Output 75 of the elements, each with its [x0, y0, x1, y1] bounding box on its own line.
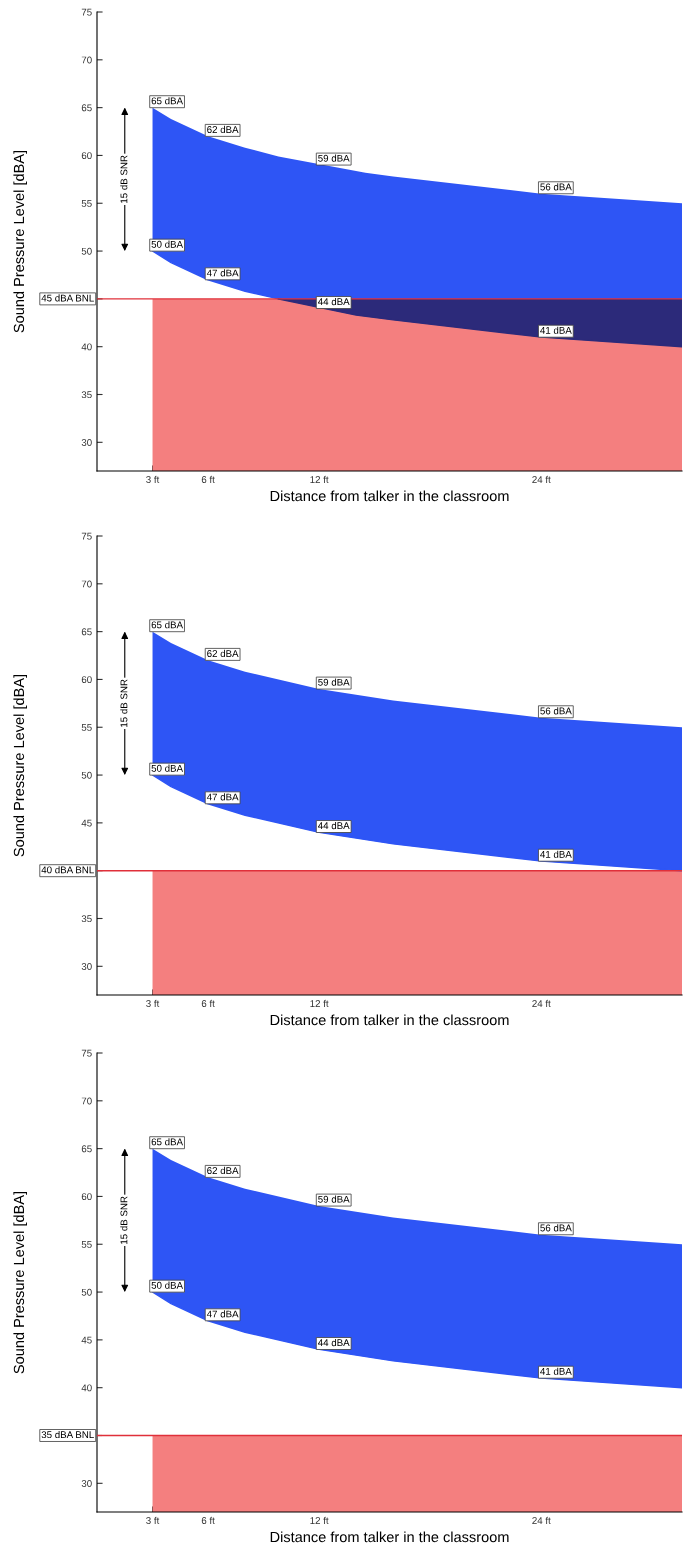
x-tick-label: 24 ft	[532, 999, 551, 1007]
x-axis-title: Distance from talker in the classroom	[270, 1014, 509, 1026]
annotation: 59 dBA	[318, 154, 350, 162]
annotation: 56 dBA	[540, 183, 572, 191]
x-tick-label: 12 ft	[310, 1516, 329, 1524]
y-tick-label: 70	[81, 580, 92, 588]
annotation: 65 dBA	[151, 621, 184, 629]
x-tick-label: 3 ft	[146, 999, 160, 1007]
y-tick-label: 60	[81, 152, 92, 160]
y-tick-label: 50	[81, 247, 92, 255]
y-tick-label: 30	[81, 963, 92, 970]
y-tick-label: 35	[81, 915, 92, 923]
y-axis-title: Sound Pressure Level [dBA]	[13, 674, 27, 857]
y-tick-label: 60	[81, 1193, 92, 1201]
y-tick-label: 75	[81, 532, 92, 540]
y-axis-title: Sound Pressure Level [dBA]	[13, 150, 27, 333]
annotation: 15 dB SNR	[120, 1196, 128, 1244]
y-tick-label: 45	[81, 1336, 92, 1344]
annotation: 47 dBA	[206, 793, 239, 801]
y-tick-label: 75	[81, 1049, 92, 1057]
y-tick-label: 60	[81, 676, 92, 684]
y-tick-label: 75	[81, 8, 92, 16]
y-tick-label: 35	[81, 391, 92, 399]
annotation: 41 dBA	[540, 1367, 572, 1375]
annotation: 65 dBA	[151, 97, 184, 105]
annotation: 59 dBA	[318, 1195, 350, 1203]
x-axis-title: Distance from talker in the classroom	[270, 490, 509, 502]
annotation: 56 dBA	[540, 707, 572, 715]
annotation: 56 dBA	[540, 1224, 572, 1232]
annotation: 44 dBA	[317, 297, 350, 306]
annotation: 15 dB SNR	[120, 155, 128, 203]
y-tick-label: 40	[81, 343, 92, 351]
annotation: 59 dBA	[318, 678, 350, 686]
ref-line-label: 35 dBA BNL	[41, 1430, 94, 1439]
annotation: 15 dB SNR	[120, 679, 128, 727]
annotation: 62 dBA	[207, 125, 239, 133]
y-axis-title: Sound Pressure Level [dBA]	[13, 1191, 27, 1374]
y-tick-label: 55	[81, 724, 92, 731]
annotation: 65 dBA	[151, 1138, 184, 1146]
ref-line-label: 40 dBA BNL	[41, 866, 94, 874]
x-tick-label: 12 ft	[310, 999, 329, 1007]
annotation: 50 dBA	[151, 764, 184, 772]
y-tick-label: 40	[81, 1384, 92, 1392]
y-tick-label: 55	[81, 200, 92, 207]
y-tick-label: 50	[81, 1288, 92, 1296]
y-tick-label: 65	[81, 104, 92, 112]
annotation: 44 dBA	[317, 1338, 350, 1347]
y-tick-label: 65	[81, 1145, 92, 1153]
annotation: 44 dBA	[317, 821, 350, 830]
y-tick-label: 30	[81, 1480, 92, 1487]
y-tick-label: 55	[81, 1241, 92, 1248]
annotation: 41 dBA	[540, 326, 572, 334]
x-tick-label: 3 ft	[146, 1516, 160, 1524]
x-axis-title: Distance from talker in the classroom	[270, 1531, 509, 1543]
x-tick-label: 24 ft	[532, 475, 551, 483]
ref-line-label: 45 dBA BNL	[41, 294, 94, 302]
y-tick-label: 30	[81, 439, 92, 446]
y-tick-label: 65	[81, 628, 92, 636]
annotation: 50 dBA	[151, 1281, 184, 1289]
y-tick-label: 70	[81, 1097, 92, 1105]
annotation: 50 dBA	[151, 240, 184, 248]
y-tick-label: 45	[81, 819, 92, 827]
x-tick-label: 6 ft	[201, 475, 215, 483]
x-tick-label: 24 ft	[532, 1516, 551, 1524]
annotation: 62 dBA	[207, 1166, 239, 1174]
annotation: 41 dBA	[540, 850, 572, 858]
x-tick-label: 12 ft	[310, 475, 329, 483]
annotation: 47 dBA	[206, 269, 239, 277]
annotation: 47 dBA	[206, 1310, 239, 1318]
annotation: 62 dBA	[207, 649, 239, 657]
x-tick-label: 3 ft	[146, 475, 160, 483]
y-tick-label: 70	[81, 56, 92, 64]
y-tick-label: 50	[81, 771, 92, 779]
x-tick-label: 6 ft	[201, 1516, 215, 1524]
x-tick-label: 6 ft	[201, 999, 215, 1007]
